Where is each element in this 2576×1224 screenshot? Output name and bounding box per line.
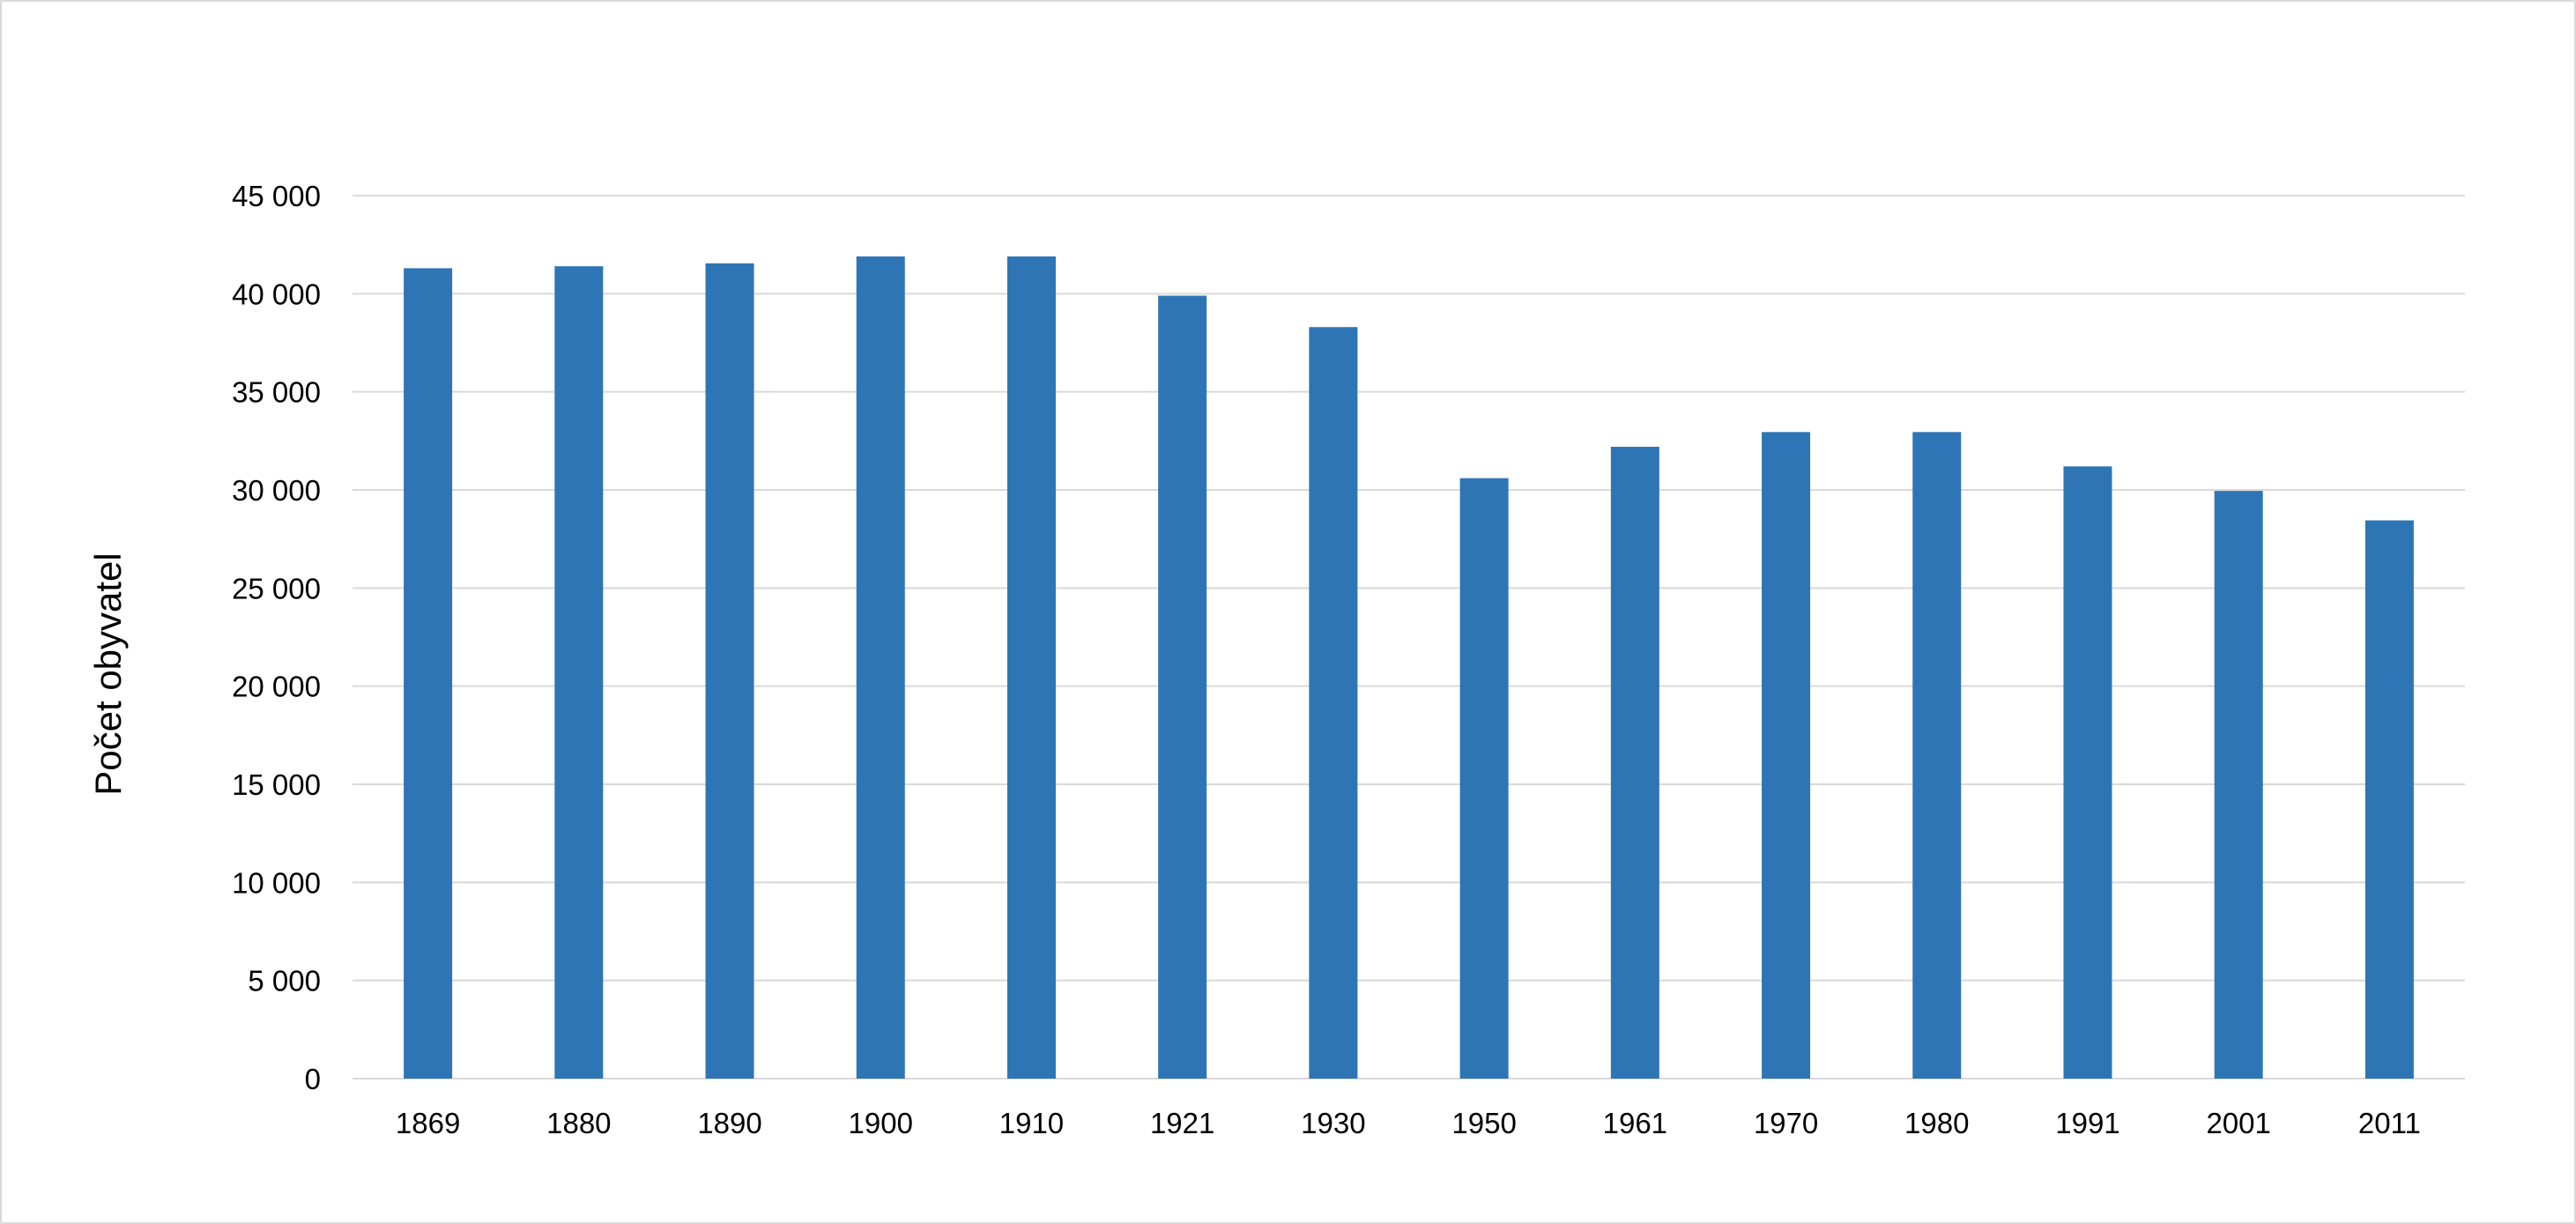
- bar-1970: [1762, 432, 1811, 1079]
- x-tick-label: 1910: [999, 1107, 1064, 1139]
- bar-1880: [554, 266, 604, 1079]
- bar-1910: [1006, 256, 1056, 1079]
- y-tick-label: 20 000: [232, 671, 321, 703]
- bars: [404, 256, 2414, 1079]
- x-tick-label: 1880: [546, 1107, 611, 1139]
- y-tick-label: 10 000: [232, 866, 321, 899]
- y-tick-label: 15 000: [232, 768, 321, 801]
- x-tick-label: 1991: [2055, 1107, 2119, 1139]
- bar-1991: [2063, 466, 2112, 1079]
- gridlines: [353, 195, 2465, 1079]
- x-tick-label: 1930: [1301, 1107, 1365, 1139]
- x-tick-label: 1961: [1603, 1107, 1667, 1139]
- x-axis-ticks: 1869 1880 1890 1900 1910 1921 1930 1950 1961 1970…: [396, 1107, 2421, 1139]
- x-tick-label: 2001: [2206, 1107, 2270, 1139]
- y-tick-label: 35 000: [232, 376, 321, 409]
- x-tick-label: 1890: [697, 1107, 761, 1139]
- y-tick-label: 5 000: [248, 965, 321, 998]
- x-tick-label: 1950: [1451, 1107, 1516, 1139]
- x-tick-label: 1980: [1904, 1107, 1969, 1139]
- y-tick-label: 45 000: [232, 180, 321, 212]
- y-tick-label: 25 000: [232, 572, 321, 605]
- y-tick-label: 0: [305, 1063, 321, 1095]
- bar-1980: [1912, 432, 1962, 1079]
- x-tick-label: 1900: [849, 1107, 913, 1139]
- x-tick-label: 1970: [1754, 1107, 1818, 1139]
- bar-1950: [1459, 478, 1509, 1079]
- bar-1921: [1158, 295, 1207, 1079]
- y-tick-label: 40 000: [232, 278, 321, 310]
- y-axis-ticks: 0 5 000 10 000 15 000 20 000 25 000 30 000 35 0…: [232, 180, 321, 1095]
- y-tick-label: 30 000: [232, 474, 321, 507]
- bar-1869: [404, 268, 453, 1079]
- bar-1900: [856, 256, 905, 1079]
- bar-1961: [1610, 447, 1659, 1079]
- x-tick-label: 1869: [396, 1107, 460, 1139]
- x-tick-label: 2011: [2358, 1107, 2421, 1139]
- bar-1930: [1309, 327, 1358, 1079]
- y-axis-title: Počet obyvatel: [87, 553, 129, 796]
- bar-2011: [2364, 520, 2414, 1079]
- x-tick-label: 1921: [1150, 1107, 1214, 1139]
- bar-1890: [705, 263, 754, 1079]
- bar-2001: [2214, 491, 2263, 1079]
